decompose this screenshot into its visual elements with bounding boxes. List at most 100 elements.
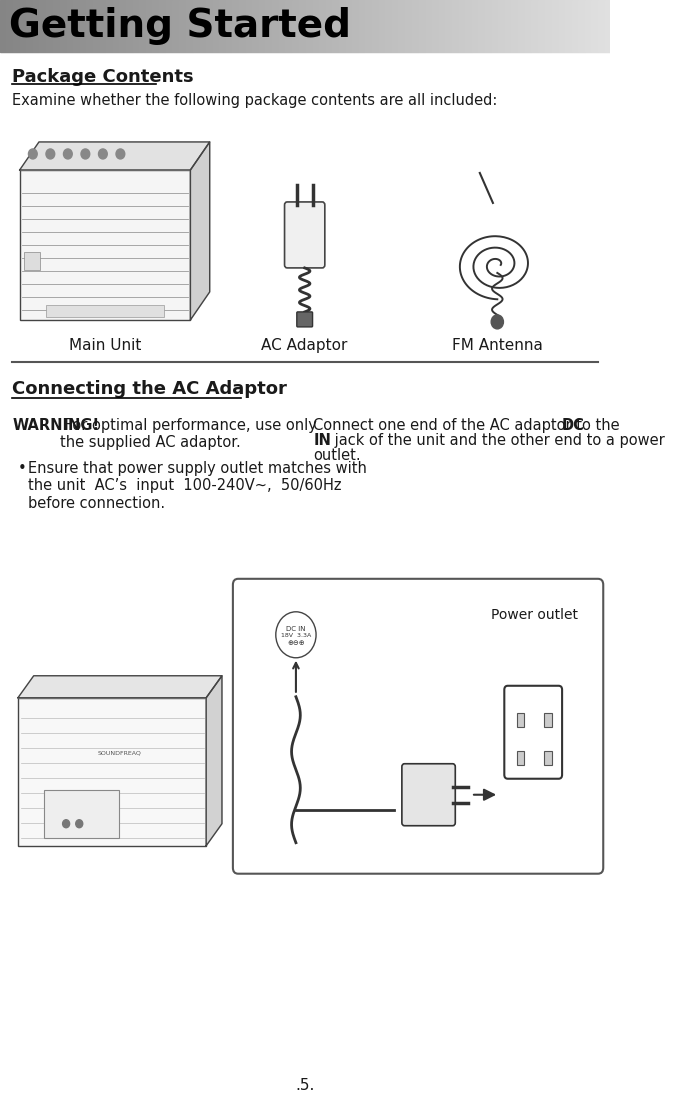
Bar: [577, 0, 578, 52]
Bar: [544, 713, 551, 726]
Bar: [575, 0, 576, 52]
Bar: [410, 0, 411, 52]
Bar: [128, 0, 129, 52]
Bar: [550, 0, 551, 52]
Bar: [447, 0, 448, 52]
Bar: [391, 0, 392, 52]
Bar: [595, 0, 596, 52]
Bar: [297, 0, 298, 52]
Bar: [397, 0, 399, 52]
Bar: [569, 0, 570, 52]
Bar: [208, 0, 209, 52]
Bar: [374, 0, 375, 52]
Bar: [339, 0, 341, 52]
Bar: [482, 0, 483, 52]
Bar: [467, 0, 468, 52]
Bar: [567, 0, 568, 52]
Bar: [462, 0, 464, 52]
Polygon shape: [190, 142, 210, 320]
Bar: [29, 0, 30, 52]
Bar: [42, 0, 43, 52]
Text: ⊕⊖⊕: ⊕⊖⊕: [287, 640, 305, 646]
Bar: [440, 0, 441, 52]
Text: Package Contents: Package Contents: [13, 68, 194, 86]
Bar: [547, 0, 548, 52]
Bar: [287, 0, 288, 52]
Bar: [135, 0, 136, 52]
Circle shape: [116, 149, 125, 159]
Circle shape: [46, 149, 55, 159]
Bar: [473, 0, 474, 52]
Bar: [113, 0, 114, 52]
Bar: [484, 0, 485, 52]
Bar: [82, 0, 83, 52]
Bar: [243, 0, 244, 52]
Bar: [328, 0, 329, 52]
Bar: [314, 0, 315, 52]
Bar: [400, 0, 401, 52]
Bar: [189, 0, 190, 52]
Bar: [386, 0, 387, 52]
Bar: [555, 0, 556, 52]
Bar: [109, 0, 110, 52]
Text: Examine whether the following package contents are all included:: Examine whether the following package co…: [13, 93, 498, 108]
Bar: [57, 0, 58, 52]
Bar: [61, 0, 62, 52]
Bar: [365, 0, 366, 52]
Bar: [570, 0, 571, 52]
Bar: [278, 0, 279, 52]
Bar: [245, 0, 246, 52]
Bar: [531, 0, 533, 52]
Bar: [546, 0, 547, 52]
Bar: [441, 0, 442, 52]
Bar: [458, 0, 459, 52]
Bar: [1, 0, 2, 52]
Bar: [594, 0, 595, 52]
Bar: [66, 0, 68, 52]
Bar: [92, 0, 93, 52]
Bar: [573, 0, 574, 52]
Bar: [523, 0, 524, 52]
Bar: [429, 0, 430, 52]
Bar: [362, 0, 363, 52]
Bar: [543, 0, 544, 52]
Bar: [182, 0, 183, 52]
Bar: [474, 0, 475, 52]
Bar: [242, 0, 243, 52]
Bar: [237, 0, 238, 52]
Bar: [100, 0, 102, 52]
Bar: [90, 0, 91, 52]
Bar: [376, 0, 377, 52]
Polygon shape: [18, 676, 222, 698]
Bar: [471, 0, 472, 52]
Bar: [0, 0, 1, 52]
Bar: [259, 0, 260, 52]
Bar: [50, 0, 51, 52]
FancyBboxPatch shape: [284, 202, 325, 268]
Bar: [260, 0, 261, 52]
Bar: [45, 0, 47, 52]
Bar: [387, 0, 388, 52]
Bar: [485, 0, 486, 52]
Bar: [369, 0, 370, 52]
Bar: [560, 0, 561, 52]
Bar: [247, 0, 249, 52]
Bar: [143, 0, 144, 52]
Bar: [430, 0, 431, 52]
Bar: [452, 0, 454, 52]
Bar: [493, 0, 495, 52]
Bar: [136, 0, 137, 52]
Bar: [609, 0, 611, 52]
Bar: [406, 0, 407, 52]
Bar: [346, 0, 348, 52]
Bar: [373, 0, 374, 52]
Bar: [438, 0, 440, 52]
Bar: [211, 0, 212, 52]
Bar: [31, 0, 32, 52]
Bar: [150, 0, 151, 52]
Bar: [338, 0, 339, 52]
Bar: [7, 0, 8, 52]
Bar: [316, 0, 317, 52]
Bar: [220, 0, 221, 52]
Bar: [428, 0, 429, 52]
